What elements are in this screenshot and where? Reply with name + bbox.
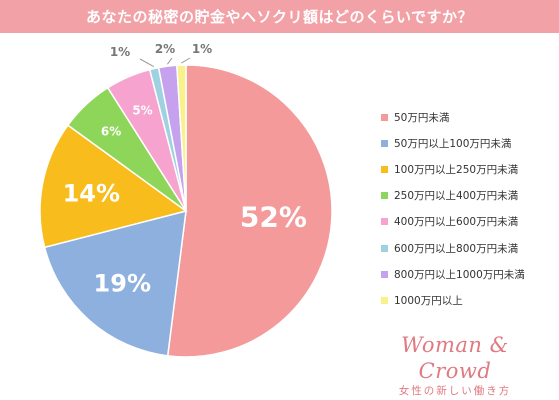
brand-name: Woman & Crowd xyxy=(401,333,509,383)
slice-label-6: 1% xyxy=(110,45,130,59)
legend-item-7: 800万円以上1000万円未満 xyxy=(381,261,525,287)
brand-logo: Woman & Crowd 女性の新しい働き方 xyxy=(364,332,546,398)
slice-label-2: 19% xyxy=(94,270,151,298)
legend-item-6: 600万円以上800万円未満 xyxy=(381,235,525,261)
legend-item-5: 400万円以上600万円未満 xyxy=(381,209,525,235)
legend-item-8: 1000万円以上 xyxy=(381,287,525,313)
legend-swatch xyxy=(381,139,388,147)
pie-slice-8 xyxy=(176,64,187,212)
chart-title: あなたの秘密の貯金やヘソクリ額はどのくらいですか？ xyxy=(85,8,474,26)
slice-label-4: 6% xyxy=(101,124,121,138)
legend-label: 1000万円以上 xyxy=(394,294,463,307)
leader-line-8 xyxy=(181,57,191,64)
legend-swatch xyxy=(381,113,388,121)
legend-item-4: 250万円以上400万円未満 xyxy=(381,183,525,209)
slice-label-5: 5% xyxy=(132,104,152,118)
legend-item-3: 100万円以上250万円未満 xyxy=(381,156,525,182)
pie-slice-3 xyxy=(39,124,188,249)
slice-label-7: 2% xyxy=(155,42,175,56)
legend-label: 100万円以上250万円未満 xyxy=(394,163,519,176)
leader-line-6 xyxy=(139,58,154,68)
legend-swatch xyxy=(381,270,388,278)
leader-line-7 xyxy=(167,57,173,65)
legend-label: 800万円以上1000万円未満 xyxy=(394,268,525,281)
slice-label-1: 52% xyxy=(240,200,307,233)
legend-item-1: 50万円未満 xyxy=(381,104,525,130)
legend-label: 50万円以上100万円未満 xyxy=(394,137,512,150)
legend-label: 50万円未満 xyxy=(394,111,450,124)
legend-swatch xyxy=(381,244,388,252)
legend-swatch xyxy=(381,165,388,173)
legend-swatch xyxy=(381,192,388,200)
chart-legend: 50万円未満 50万円以上100万円未満 100万円以上250万円未満 250万円以上… xyxy=(381,104,525,314)
slice-label-8: 1% xyxy=(192,42,212,56)
legend-swatch xyxy=(381,296,388,304)
brand-tagline: 女性の新しい働き方 xyxy=(398,385,512,397)
slice-label-3: 14% xyxy=(63,179,120,207)
legend-label: 600万円以上800万円未満 xyxy=(394,242,519,255)
legend-item-2: 50万円以上100万円未満 xyxy=(381,130,525,156)
legend-label: 400万円以上600万円未満 xyxy=(394,216,519,229)
legend-label: 250万円以上400万円未満 xyxy=(394,190,519,203)
pie-slice-2 xyxy=(43,209,187,357)
chart-title-bar: あなたの秘密の貯金やヘソクリ額はどのくらいですか？ xyxy=(0,0,559,33)
legend-swatch xyxy=(381,218,388,226)
pie-slice-1 xyxy=(166,64,333,358)
